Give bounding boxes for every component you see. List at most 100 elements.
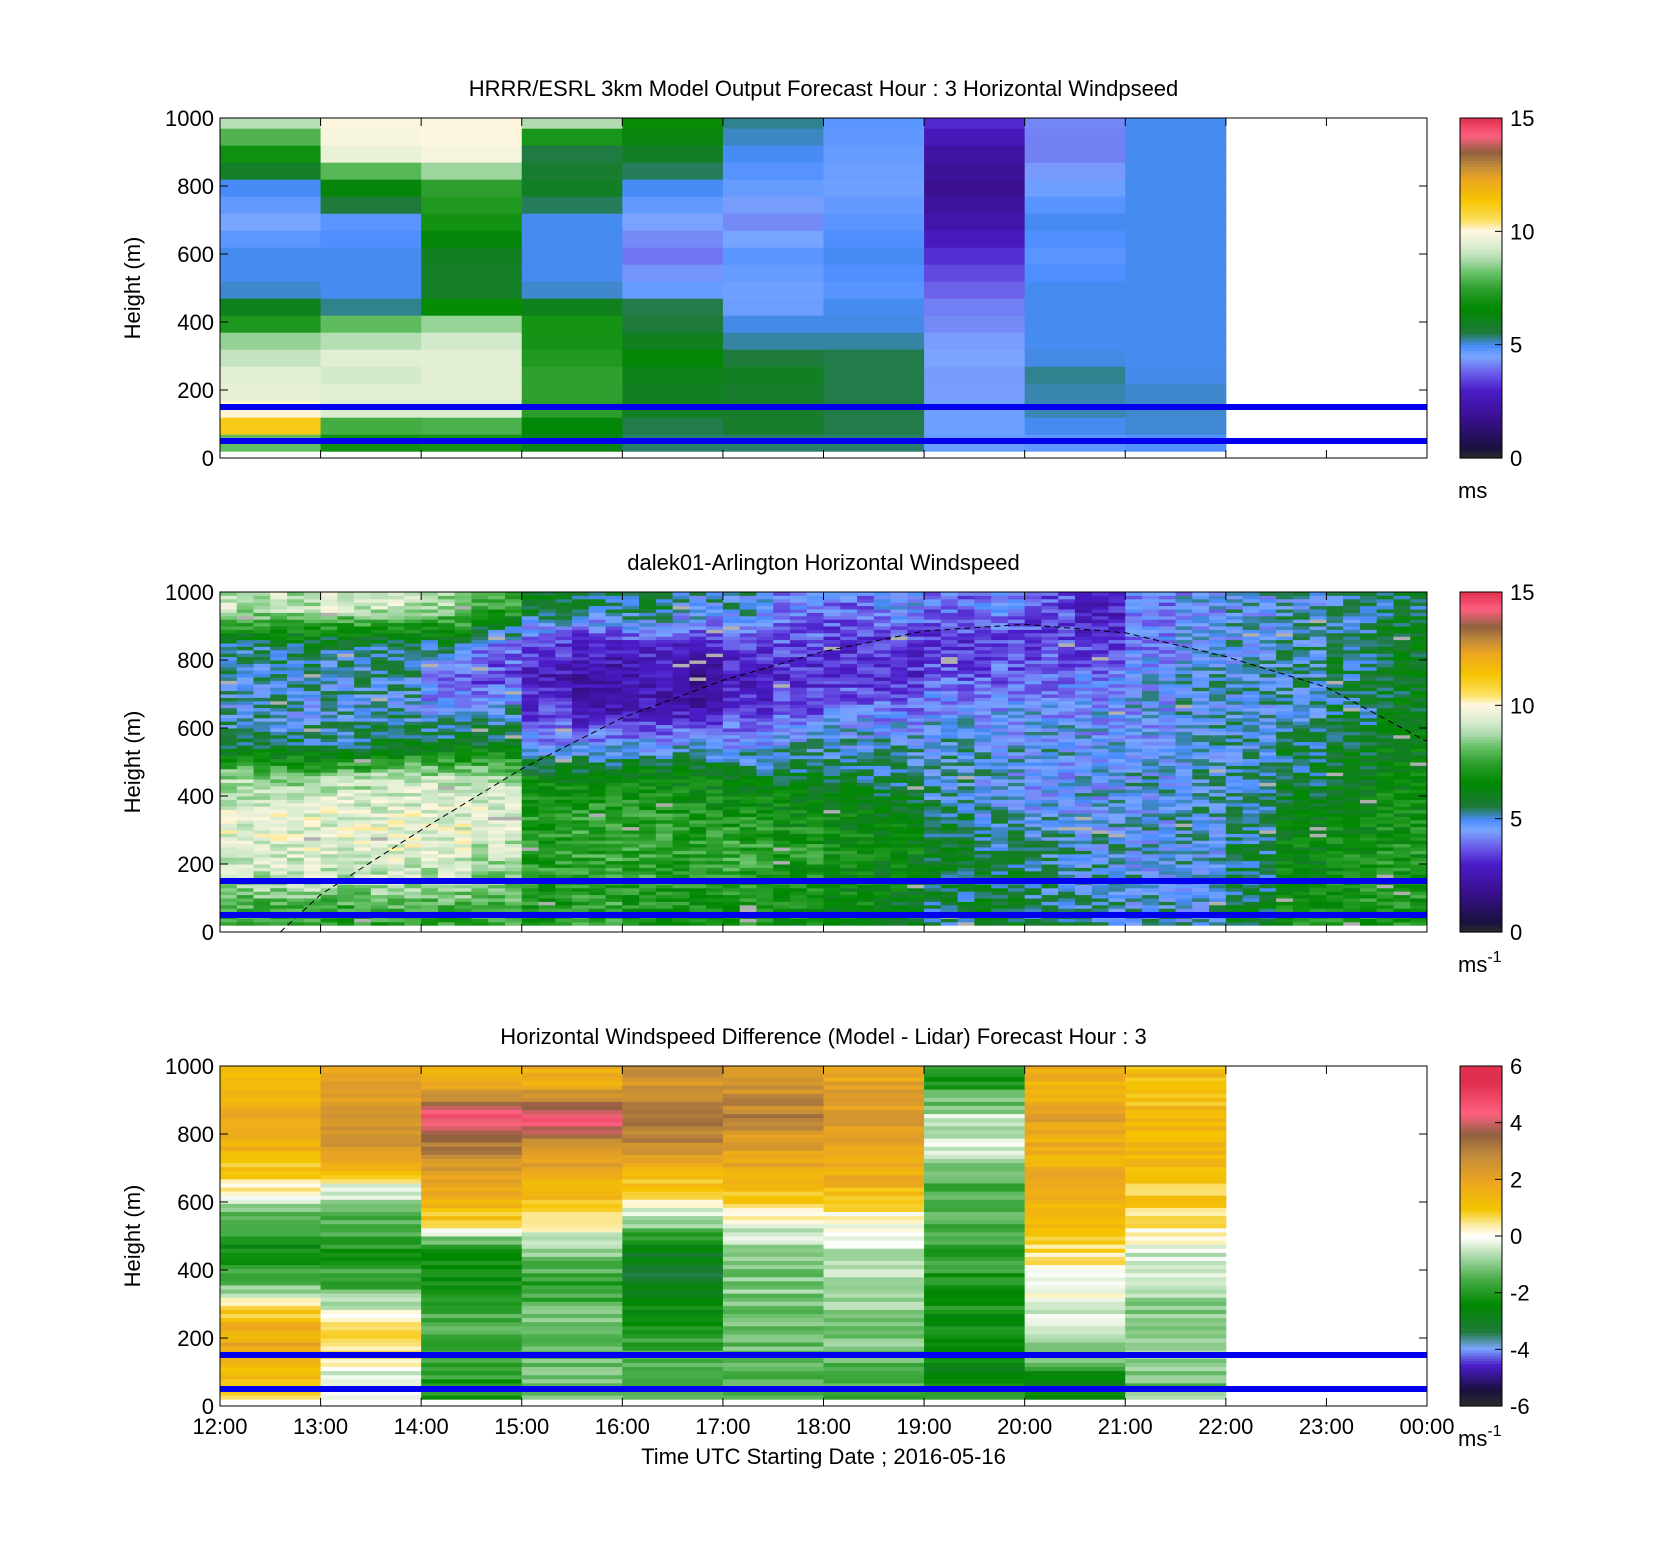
- heatmap-cell: [404, 615, 422, 620]
- heatmap-cell: [773, 765, 791, 770]
- heatmap-cell: [957, 619, 975, 624]
- heatmap-cell: [270, 908, 288, 913]
- heatmap-cell: [739, 762, 757, 766]
- colorbar-swatch: [1460, 429, 1502, 434]
- heatmap-cell: [471, 738, 489, 743]
- heatmap-cell: [437, 819, 456, 824]
- heatmap-cell: [287, 707, 305, 712]
- heatmap-cell: [655, 673, 674, 678]
- heatmap-cell: [555, 622, 573, 627]
- heatmap-cell: [991, 765, 1009, 770]
- heatmap-cell: [1125, 332, 1227, 350]
- heatmap-cell: [672, 731, 690, 736]
- heatmap-cell: [437, 602, 456, 607]
- heatmap-cell: [639, 898, 657, 902]
- heatmap-cell: [722, 632, 741, 637]
- heatmap-cell: [789, 843, 808, 848]
- heatmap-cell: [840, 891, 858, 896]
- heatmap-cell: [689, 639, 707, 644]
- heatmap-cell: [236, 887, 255, 892]
- heatmap-cell: [890, 734, 908, 739]
- heatmap-cell: [303, 857, 322, 862]
- heatmap-cell: [454, 734, 472, 739]
- heatmap-cell: [337, 789, 355, 794]
- heatmap-cell: [605, 615, 623, 620]
- heatmap-cell: [672, 823, 690, 828]
- heatmap-cell: [354, 663, 372, 668]
- heatmap-cell: [454, 779, 472, 783]
- heatmap-cell: [236, 670, 255, 675]
- heatmap-cell: [706, 704, 724, 709]
- heatmap-cell: [1024, 145, 1126, 163]
- heatmap-cell: [555, 857, 573, 862]
- heatmap-cell: [605, 813, 623, 817]
- heatmap-cell: [974, 734, 992, 739]
- heatmap-cell: [538, 748, 556, 753]
- heatmap-cell: [404, 785, 422, 790]
- heatmap-cell: [756, 605, 774, 610]
- heatmap-cell: [471, 768, 489, 773]
- heatmap-cell: [287, 595, 305, 600]
- heatmap-cell: [572, 874, 590, 879]
- heatmap-cell: [270, 857, 288, 862]
- heatmap-cell: [538, 619, 556, 624]
- heatmap-cell: [873, 779, 892, 783]
- heatmap-cell: [504, 717, 523, 722]
- heatmap-cell: [622, 833, 640, 838]
- heatmap-cell: [924, 918, 942, 923]
- heatmap-cell: [572, 677, 590, 681]
- heatmap-cell: [639, 830, 657, 834]
- heatmap-cell: [924, 826, 942, 831]
- heatmap-cell: [320, 660, 338, 664]
- heatmap-cell: [756, 874, 774, 879]
- heatmap-cell: [773, 813, 791, 817]
- heatmap-cell: [957, 874, 975, 879]
- heatmap-cell: [840, 867, 858, 872]
- heatmap-cell: [354, 799, 372, 804]
- heatmap-cell: [689, 782, 707, 787]
- heatmap-cell: [940, 894, 959, 899]
- heatmap-cell: [706, 728, 724, 732]
- heatmap-cell: [689, 626, 707, 630]
- heatmap-cell: [622, 663, 640, 668]
- heatmap-cell: [789, 649, 808, 654]
- heatmap-cell: [756, 673, 774, 678]
- heatmap-cell: [823, 799, 841, 804]
- heatmap-cell: [890, 697, 908, 702]
- heatmap-cell: [270, 653, 288, 658]
- heatmap-cell: [270, 673, 288, 678]
- heatmap-cell: [521, 687, 540, 692]
- heatmap-cell: [521, 864, 540, 868]
- heatmap-cell: [639, 639, 657, 644]
- heatmap-cell: [655, 796, 674, 800]
- heatmap-cell: [421, 908, 439, 913]
- heatmap-cell: [890, 643, 908, 647]
- heatmap-cell: [370, 898, 389, 902]
- heatmap-cell: [924, 687, 942, 692]
- heatmap-cell: [940, 609, 959, 613]
- heatmap-cell: [672, 680, 690, 685]
- heatmap-cell: [789, 680, 808, 685]
- heatmap-cell: [773, 646, 791, 651]
- heatmap-cell: [220, 639, 238, 644]
- heatmap-cell: [991, 792, 1009, 797]
- heatmap-cell: [303, 592, 322, 596]
- heatmap-cell: [521, 908, 540, 913]
- heatmap-cell: [655, 683, 674, 688]
- heatmap-cell: [337, 860, 355, 865]
- heatmap-cell: [220, 247, 322, 265]
- heatmap-cell: [404, 908, 422, 913]
- heatmap-cell: [354, 721, 372, 726]
- heatmap-cell: [303, 806, 322, 811]
- heatmap-cell: [890, 850, 908, 855]
- heatmap-cell: [370, 789, 389, 794]
- heatmap-cell: [588, 779, 607, 783]
- heatmap-cell: [806, 714, 824, 719]
- heatmap-cell: [437, 898, 456, 902]
- heatmap-cell: [773, 639, 791, 644]
- heatmap-cell: [303, 898, 322, 902]
- heatmap-cell: [957, 802, 975, 807]
- heatmap-cell: [890, 887, 908, 892]
- heatmap-cell: [538, 677, 556, 681]
- heatmap-cell: [337, 874, 355, 879]
